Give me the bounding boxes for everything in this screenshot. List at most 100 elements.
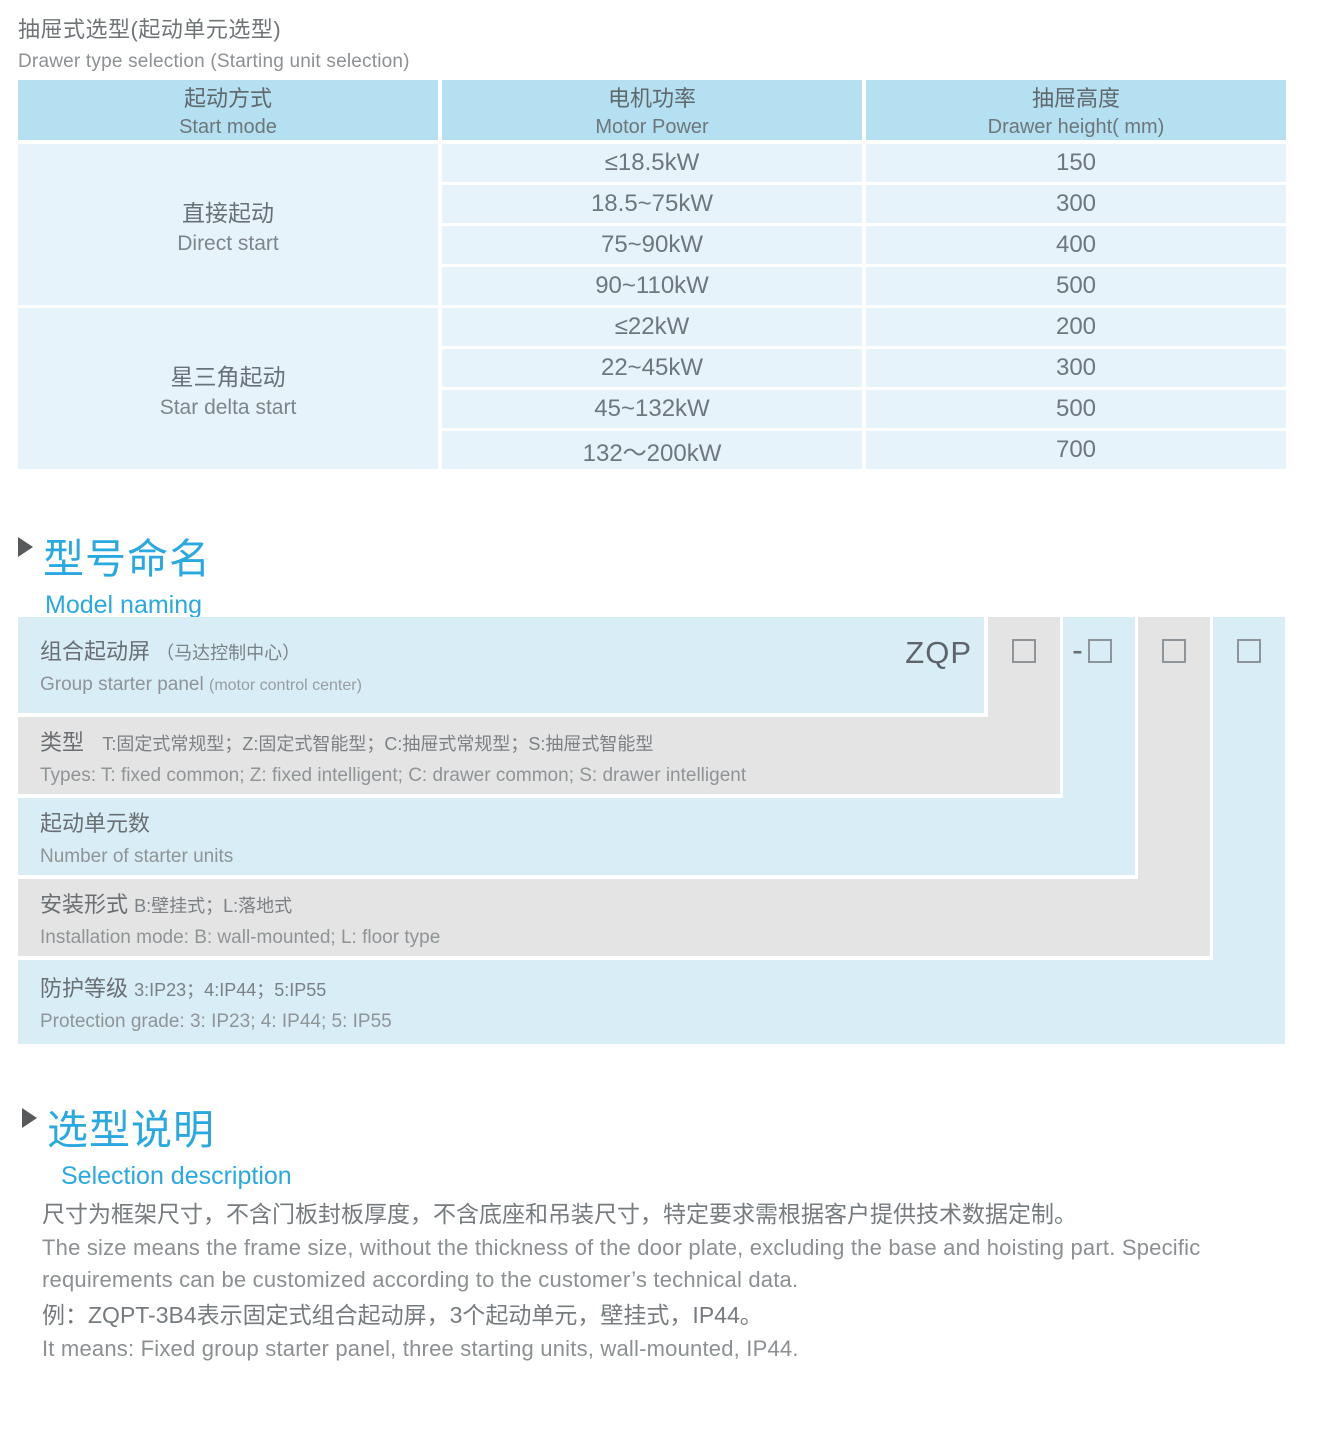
heading-en: Model naming	[45, 591, 203, 619]
model-code-dash: -	[1072, 632, 1083, 668]
model-row-en-main: Protection grade: 3: IP23; 4: IP44; 5: I…	[40, 1011, 392, 1032]
model-digit-box-icon	[1087, 639, 1112, 663]
model-row-en-main: Number of starter units	[40, 845, 234, 867]
drawer-height-cell: 700	[866, 431, 1286, 469]
model-row-installation-mode: 安装形式 B:壁挂式；L:落地式 Installation mode: B: w…	[18, 879, 1210, 956]
drawer-height-cell: 400	[866, 226, 1286, 264]
group-cell-star-delta-start: 星三角起动 Star delta start	[18, 308, 438, 469]
table-row: 132～200kW 700	[442, 431, 1286, 469]
model-code: ZQP	[905, 635, 972, 670]
col-header-motor-power: 电机功率 Motor Power	[442, 80, 862, 140]
model-row-cn-sub: T:固定式常规型；Z:固定式智能型；C:抽屉式常规型；S:抽屉式智能型	[102, 733, 654, 754]
model-row-cn: 安装形式 B:壁挂式；L:落地式	[40, 887, 1210, 919]
drawer-selection-table: 起动方式 Start mode 电机功率 Motor Power 抽屉高度 Dr…	[18, 80, 1286, 469]
table-row: 75~90kW 400	[442, 226, 1286, 264]
group-label-en: Star delta start	[159, 395, 297, 419]
model-digit-column-installation	[1138, 617, 1210, 879]
model-row-cn-main: 起动单元数	[40, 810, 151, 836]
col-header-en: Motor Power	[595, 116, 709, 138]
model-row-en-main: Group starter panel	[40, 674, 204, 695]
model-row-cn: 防护等级 3:IP23；4:IP44；5:IP55	[40, 971, 1285, 1003]
model-row-cn-sub: （马达控制中心）	[156, 643, 301, 663]
model-row-protection-grade: 防护等级 3:IP23；4:IP44；5:IP55 Protection gra…	[18, 960, 1285, 1044]
table-body: 直接起动 Direct start 星三角起动 Star delta start…	[18, 144, 1286, 469]
page-title-en: Drawer type selection (Starting unit sel…	[18, 51, 410, 72]
selection-description-heading-text: 选型说明 Selection description	[47, 1096, 292, 1191]
section-bullet-icon	[18, 537, 33, 557]
drawer-height-cell: 300	[866, 349, 1286, 387]
heading-cn: 型号命名	[43, 536, 211, 582]
model-row-en-main: Types: T: fixed common; Z: fixed intelli…	[40, 764, 747, 786]
selection-description-body: 尺寸为框架尺寸，不含门板封板厚度，不含底座和吊装尺寸，特定要求需根据客户提供技术…	[42, 1198, 1288, 1365]
motor-power-cell: ≤22kW	[442, 308, 862, 346]
motor-power-cell: 75~90kW	[442, 226, 862, 264]
model-row-cn: 组合起动屏 （马达控制中心）	[40, 634, 984, 666]
model-naming-heading-text: 型号命名 Model naming	[43, 525, 211, 620]
col-header-drawer-height: 抽屉高度 Drawer height( mm)	[866, 80, 1286, 140]
model-row-cn: 起动单元数	[40, 806, 1135, 838]
motor-power-cell: ≤18.5kW	[442, 144, 862, 182]
drawer-height-cell: 150	[866, 144, 1286, 182]
motor-power-cell: 45~132kW	[442, 390, 862, 428]
page-title: 抽屉式选型(起动单元选型) Drawer type selection (Sta…	[18, 12, 410, 73]
example-line-en: It means: Fixed group starter panel, thr…	[42, 1336, 799, 1361]
model-row-cn-sub: 3:IP23；4:IP44；5:IP55	[134, 980, 327, 1000]
model-digit-box-icon	[1162, 639, 1186, 663]
group-label-cn: 星三角起动	[170, 363, 286, 390]
model-row-en: Installation mode: B: wall-mounted; L: f…	[40, 927, 1210, 949]
model-row-cn-main: 防护等级	[40, 976, 129, 1001]
description-paragraph-cn: 尺寸为框架尺寸，不含门板封板厚度，不含底座和吊装尺寸，特定要求需根据客户提供技术…	[42, 1201, 1077, 1227]
group-cell-direct-start: 直接起动 Direct start	[18, 144, 438, 305]
model-row-en: Types: T: fixed common; Z: fixed intelli…	[40, 765, 1060, 787]
model-row-cn-main: 类型	[40, 729, 85, 755]
table-row: ≤22kW 200	[442, 308, 1286, 346]
col-header-en: Start mode	[179, 116, 277, 138]
table-row: 18.5~75kW 300	[442, 185, 1286, 223]
model-row-cn-sub: B:壁挂式；L:落地式	[134, 895, 293, 916]
motor-power-cell: 132～200kW	[442, 431, 862, 469]
heading-cn: 选型说明	[47, 1107, 215, 1153]
model-digit-box-icon	[1012, 639, 1036, 663]
model-digit-column-protection	[1213, 617, 1285, 960]
table-header-row: 起动方式 Start mode 电机功率 Motor Power 抽屉高度 Dr…	[18, 80, 1286, 140]
page-title-cn: 抽屉式选型(起动单元选型)	[18, 17, 282, 42]
model-digit-box-icon	[1237, 639, 1261, 663]
heading-en: Selection description	[61, 1162, 292, 1190]
model-naming-diagram: 组合起动屏 （马达控制中心） Group starter panel (moto…	[18, 617, 1288, 1044]
model-row-en-sub: (motor control center)	[208, 677, 362, 694]
model-row-group-starter-panel: 组合起动屏 （马达控制中心） Group starter panel (moto…	[18, 617, 984, 713]
model-row-cn: 类型 T:固定式常规型；Z:固定式智能型；C:抽屉式常规型；S:抽屉式智能型	[40, 725, 1060, 757]
model-row-starter-units: 起动单元数 Number of starter units	[18, 798, 1135, 875]
col-header-cn: 起动方式	[183, 86, 272, 111]
drawer-height-cell: 500	[866, 390, 1286, 428]
drawer-height-cell: 500	[866, 267, 1286, 305]
selection-description-heading: 选型说明 Selection description	[22, 1096, 292, 1191]
col-header-cn: 抽屉高度	[1031, 86, 1120, 111]
motor-power-cell: 90~110kW	[442, 267, 862, 305]
model-row-en-main: Installation mode: B: wall-mounted; L: f…	[40, 926, 441, 948]
model-row-en: Protection grade: 3: IP23; 4: IP44; 5: I…	[40, 1011, 1285, 1033]
model-row-en: Group starter panel (motor control cente…	[40, 674, 984, 696]
description-paragraph-en: The size means the frame size, without t…	[42, 1235, 1201, 1292]
col-header-start-mode: 起动方式 Start mode	[18, 80, 438, 140]
model-row-cn-main: 组合起动屏	[40, 639, 151, 664]
drawer-height-cell: 300	[866, 185, 1286, 223]
model-digit-column-type	[988, 617, 1060, 717]
table-row: 90~110kW 500	[442, 267, 1286, 305]
model-naming-heading: 型号命名 Model naming	[18, 525, 211, 620]
group-label-cn: 直接起动	[182, 199, 274, 226]
col-header-cn: 电机功率	[607, 86, 696, 111]
model-digit-column-units: -	[1063, 617, 1135, 798]
group-label-en: Direct start	[177, 231, 279, 255]
model-row-cn-main: 安装形式	[40, 891, 129, 917]
table-row: ≤18.5kW 150	[442, 144, 1286, 182]
table-data-rows: ≤18.5kW 150 18.5~75kW 300 75~90kW 400 90…	[442, 144, 1286, 469]
table-row: 22~45kW 300	[442, 349, 1286, 387]
motor-power-cell: 22~45kW	[442, 349, 862, 387]
section-bullet-icon	[22, 1108, 37, 1128]
table-row: 45~132kW 500	[442, 390, 1286, 428]
col-header-en: Drawer height( mm)	[987, 116, 1165, 138]
motor-power-cell: 18.5~75kW	[442, 185, 862, 223]
model-row-en: Number of starter units	[40, 846, 1135, 868]
